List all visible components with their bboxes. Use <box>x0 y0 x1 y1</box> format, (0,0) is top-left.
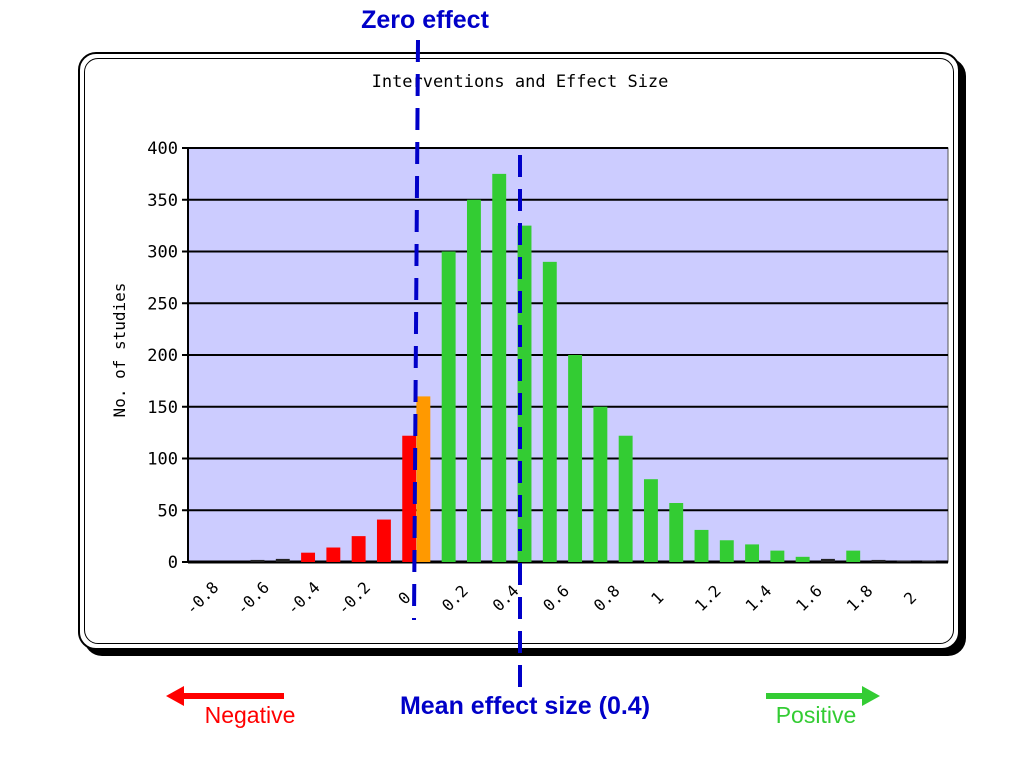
chart-title: Interventions and Effect Size <box>371 72 669 92</box>
y-tick-label: 400 <box>147 139 178 159</box>
histogram-bar <box>250 559 265 562</box>
negative-arrow-icon <box>166 686 284 706</box>
x-tick-label: -0.2 <box>333 578 374 619</box>
x-tick-label: 0 <box>394 588 414 608</box>
x-tick-label: -0.6 <box>232 578 273 619</box>
x-tick-label: 0.2 <box>438 581 472 615</box>
histogram-bar <box>351 536 366 562</box>
positive-arrow-icon <box>766 686 880 706</box>
histogram-bar <box>643 479 658 562</box>
x-tick-label: -0.4 <box>283 578 324 619</box>
x-tick-label: 2 <box>900 588 920 608</box>
y-tick-label: 50 <box>158 501 178 521</box>
histogram-bar <box>441 251 456 562</box>
histogram-bar <box>846 550 861 562</box>
x-tick-label: 1.8 <box>843 581 877 615</box>
histogram-bar <box>542 261 557 562</box>
histogram-bar <box>568 355 583 562</box>
histogram-bar <box>326 547 341 562</box>
histogram-bar <box>416 396 431 562</box>
histogram-bar <box>275 558 290 562</box>
y-tick-label: 350 <box>147 191 178 211</box>
x-tick-label: 1.6 <box>792 581 826 615</box>
x-tick-label: 1 <box>647 588 667 608</box>
zero-effect-label: Zero effect <box>361 6 489 34</box>
histogram-bar <box>694 529 709 562</box>
y-tick-label: 250 <box>147 294 178 314</box>
x-tick-label: 0.8 <box>590 581 624 615</box>
y-tick-label: 200 <box>147 346 178 366</box>
x-tick-label: 1.4 <box>741 581 775 615</box>
zero-effect-line <box>412 39 420 621</box>
y-tick-label: 100 <box>147 450 178 470</box>
histogram-bar <box>896 560 911 562</box>
negative-label: Negative <box>204 702 296 728</box>
y-tick-label: 0 <box>168 553 178 573</box>
y-tick-label: 150 <box>147 398 178 418</box>
x-tick-label: 0.4 <box>489 581 523 615</box>
x-tick-label: -0.8 <box>182 578 223 619</box>
y-tick-label: 300 <box>147 243 178 263</box>
mean-effect-label: Mean effect size (0.4) <box>399 692 651 720</box>
histogram-bar <box>820 558 835 562</box>
histogram-bar <box>719 540 734 562</box>
histogram-bar <box>669 503 684 562</box>
histogram-bar <box>466 199 481 562</box>
histogram-bar <box>795 556 810 562</box>
histogram-bar <box>593 406 608 562</box>
x-tick-label: 1.2 <box>691 581 725 615</box>
histogram-bar <box>745 544 760 562</box>
histogram-bar <box>618 435 633 562</box>
histogram-bar <box>492 173 507 562</box>
positive-label: Positive <box>775 702 857 728</box>
histogram-bar <box>770 550 785 562</box>
histogram-bar <box>871 559 886 562</box>
x-tick-label: 0.6 <box>539 581 573 615</box>
histogram-bar <box>301 552 316 562</box>
histogram-bar <box>376 519 391 562</box>
histogram-bar <box>922 560 937 562</box>
